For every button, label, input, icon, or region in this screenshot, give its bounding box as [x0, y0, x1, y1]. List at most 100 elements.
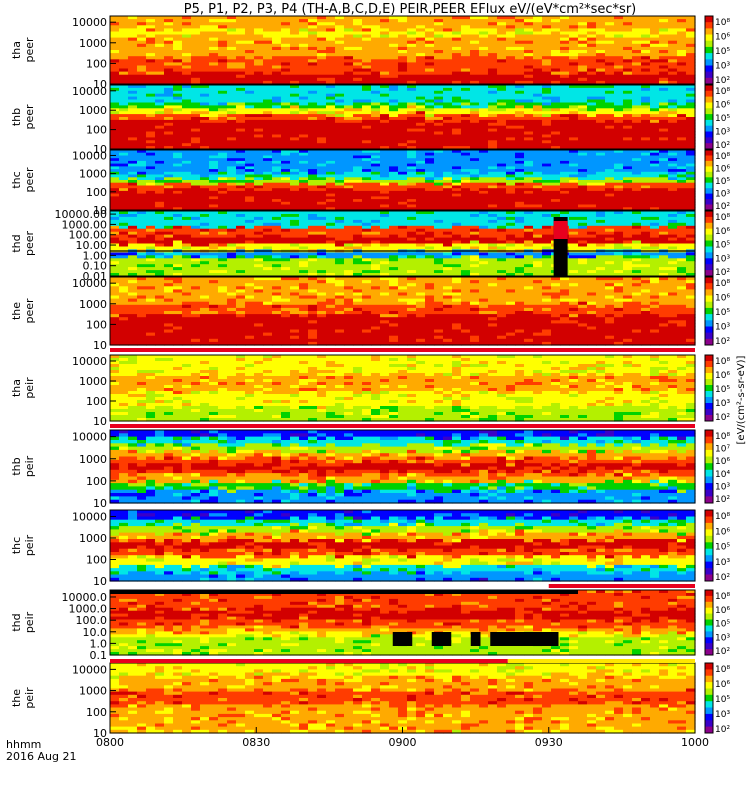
spectrogram-cell — [317, 87, 327, 92]
spectrogram-cell — [128, 137, 138, 141]
spectrogram-cell — [272, 114, 282, 118]
spectrogram-cell — [506, 117, 516, 121]
spectrogram-cell — [200, 207, 210, 211]
spectrogram-cell — [506, 68, 516, 73]
spectrogram-cell — [650, 50, 660, 54]
spectrogram-cell — [371, 199, 381, 203]
spectrogram-cell — [434, 125, 444, 130]
spectrogram-cell — [263, 46, 273, 51]
spectrogram-cell — [344, 207, 354, 211]
spectrogram-cell — [137, 16, 147, 20]
spectrogram-cell — [596, 59, 606, 63]
spectrogram-cell — [488, 182, 498, 186]
spectrogram-cell — [173, 40, 183, 45]
spectrogram-cell — [452, 171, 462, 176]
spectrogram-cell — [200, 62, 210, 67]
spectrogram-cell — [443, 143, 453, 147]
spectrogram-cell — [209, 46, 219, 51]
spectrogram-cell — [155, 25, 165, 29]
spectrogram-cell — [578, 50, 588, 54]
spectrogram-cell — [407, 50, 417, 54]
spectrogram-cell — [290, 40, 300, 45]
spectrogram-cell — [551, 163, 561, 167]
spectrogram-cell — [272, 19, 282, 23]
spectrogram-cell — [326, 182, 336, 186]
colorbar-segment — [705, 119, 713, 127]
spectrogram-cell — [146, 264, 156, 268]
spectrogram-cell — [191, 65, 201, 70]
spectrogram-cell — [155, 185, 165, 189]
spectrogram-cell — [533, 28, 543, 33]
spectrogram-cell — [389, 40, 399, 45]
spectrogram-cell — [488, 190, 498, 195]
spectrogram-cell — [218, 177, 228, 181]
spectrogram-cell — [317, 204, 327, 208]
spectrogram-cell — [182, 56, 192, 60]
spectrogram-cell — [515, 62, 525, 67]
spectrogram-cell — [668, 119, 678, 124]
spectrogram-cell — [263, 93, 273, 98]
spectrogram-cell — [317, 34, 327, 39]
spectrogram-cell — [425, 62, 435, 67]
spectrogram-cell — [605, 71, 615, 76]
spectrogram-cell — [461, 37, 471, 42]
spectrogram-cell — [254, 177, 264, 181]
spectrogram-cell — [326, 180, 336, 184]
spectrogram-cell — [461, 53, 471, 57]
spectrogram-cell — [308, 171, 318, 176]
spectrogram-cell — [551, 22, 561, 26]
spectrogram-cell — [182, 196, 192, 200]
spectrogram-cell — [569, 108, 579, 112]
panel-ysublabel: peer — [23, 104, 36, 130]
spectrogram-cell — [380, 46, 390, 51]
spectrogram-cell — [218, 105, 228, 109]
spectrogram-cell — [623, 105, 633, 109]
spectrogram-cell — [686, 122, 696, 127]
spectrogram-cell — [191, 53, 201, 57]
spectrogram-cell — [551, 134, 561, 138]
spectrogram-cell — [236, 50, 246, 54]
spectrogram-cell — [560, 111, 570, 115]
spectrogram-cell — [209, 19, 219, 23]
spectrogram-cell — [623, 199, 633, 203]
spectrogram-cell — [605, 56, 615, 60]
spectrogram-cell — [524, 31, 534, 36]
spectrogram-cell — [551, 56, 561, 60]
spectrogram-cell — [506, 152, 516, 156]
spectrogram-cell — [191, 90, 201, 95]
spectrogram-cell — [632, 119, 642, 124]
spectrogram-cell — [209, 182, 219, 186]
spectrogram-cell — [182, 93, 192, 98]
spectrogram-cell — [254, 40, 264, 45]
spectrogram-cell — [632, 180, 642, 184]
spectrogram-cell — [110, 174, 120, 178]
spectrogram-cell — [533, 19, 543, 23]
spectrogram-cell — [245, 143, 255, 147]
spectrogram-cell — [542, 166, 552, 170]
spectrogram-cell — [434, 174, 444, 178]
spectrogram-cell — [443, 87, 453, 92]
spectrogram-cell — [128, 188, 138, 192]
spectrogram-cell — [191, 243, 201, 248]
spectrogram-cell — [317, 119, 327, 124]
spectrogram-cell — [137, 77, 147, 82]
spectrogram-cell — [596, 193, 606, 197]
spectrogram-cell — [470, 43, 480, 48]
spectrogram-cell — [416, 31, 426, 36]
spectrogram-cell — [479, 74, 489, 79]
spectrogram-cell — [632, 77, 642, 82]
spectrogram-cell — [497, 85, 507, 89]
spectrogram-cell — [434, 207, 444, 211]
spectrogram-cell — [686, 40, 696, 45]
colorbar-frame — [704, 84, 714, 150]
spectrogram-cell — [209, 240, 219, 245]
spectrogram-cell — [200, 125, 210, 130]
spectrogram-cell — [569, 22, 579, 26]
spectrogram-cell — [362, 37, 372, 42]
spectrogram-cell — [209, 131, 219, 135]
spectrogram-cell — [380, 143, 390, 147]
spectrogram-cell — [596, 90, 606, 95]
spectrogram-cell — [155, 207, 165, 211]
spectrogram-cell — [506, 50, 516, 54]
spectrogram-cell — [551, 122, 561, 127]
